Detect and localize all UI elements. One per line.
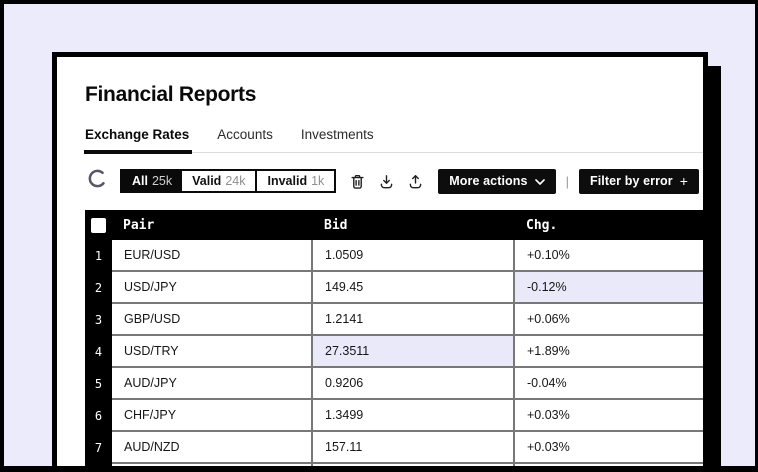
segment-valid[interactable]: Valid 24k [182, 171, 255, 191]
cell-bid[interactable]: 149.45 [313, 272, 515, 304]
cell-chg[interactable]: +1.89% [515, 336, 703, 368]
cell-chg[interactable]: +0.03% [515, 432, 703, 464]
table-row-partial [85, 464, 703, 466]
cell-pair[interactable]: AUD/JPY [112, 368, 313, 400]
row-number[interactable]: 4 [85, 336, 112, 368]
more-actions-label: More actions [449, 174, 528, 188]
cell-pair[interactable]: USD/JPY [112, 272, 313, 304]
cell-bid[interactable]: 0.9206 [313, 368, 515, 400]
cell-chg[interactable]: +0.06% [515, 304, 703, 336]
delete-button[interactable] [344, 168, 370, 194]
chevron-down-icon [534, 174, 545, 188]
tab-accounts[interactable]: Accounts [217, 127, 273, 142]
tab-exchange-rates[interactable]: Exchange Rates [83, 120, 193, 154]
table-row: 1 EUR/USD 1.0509 +0.10% [85, 240, 703, 272]
segment-all-count: 25k [151, 174, 173, 188]
segment-invalid-count: 1k [311, 174, 325, 188]
tab-investments[interactable]: Investments [300, 127, 374, 142]
tab-bar: Exchange Rates Accounts Investments [83, 120, 703, 154]
cell-bid[interactable]: 157.11 [313, 432, 515, 464]
cell-chg[interactable]: +0.03% [515, 400, 703, 432]
cell-pair[interactable] [112, 464, 313, 466]
cell-chg[interactable]: -0.04% [515, 368, 703, 400]
segment-valid-label: Valid [192, 174, 222, 188]
toolbar-divider: | [565, 173, 569, 189]
report-card: Financial Reports Exchange Rates Account… [52, 52, 708, 466]
exchange-rates-table: Pair Bid Chg. 1 EUR/USD 1.0509 +0.10% 2 … [85, 210, 703, 466]
upload-button[interactable] [402, 168, 428, 194]
page-title: Financial Reports [85, 83, 257, 106]
cell-pair[interactable]: USD/TRY [112, 336, 313, 368]
filter-by-error-button[interactable]: Filter by error + [578, 168, 700, 194]
column-header-pair: Pair [123, 217, 155, 233]
column-header-bid: Bid [324, 217, 348, 233]
cell-pair[interactable]: AUD/NZD [112, 432, 313, 464]
download-button[interactable] [373, 168, 399, 194]
row-number[interactable] [85, 464, 112, 466]
table-row: 5 AUD/JPY 0.9206 -0.04% [85, 368, 703, 400]
plus-icon: + [679, 173, 689, 189]
segment-all-label: All [132, 174, 148, 188]
segment-invalid-label: Invalid [267, 174, 308, 188]
row-number[interactable]: 6 [85, 400, 112, 432]
more-actions-button[interactable]: More actions [438, 168, 556, 194]
table-row: 2 USD/JPY 149.45 -0.12% [85, 272, 703, 304]
table-row: 3 GBP/USD 1.2141 +0.06% [85, 304, 703, 336]
cell-bid[interactable]: 1.0509 [313, 240, 515, 272]
cell-bid[interactable]: 27.3511 [313, 336, 515, 368]
table-row: 4 USD/TRY 27.3511 +1.89% [85, 336, 703, 368]
row-number[interactable]: 3 [85, 304, 112, 336]
segment-invalid[interactable]: Invalid 1k [255, 171, 334, 191]
segment-valid-count: 24k [225, 174, 246, 188]
select-all-checkbox[interactable] [91, 217, 106, 233]
table-body: 1 EUR/USD 1.0509 +0.10% 2 USD/JPY 149.45… [85, 240, 703, 466]
download-icon [378, 173, 395, 190]
table-row: 7 AUD/NZD 157.11 +0.03% [85, 432, 703, 464]
cell-bid[interactable] [313, 464, 515, 466]
filter-by-error-label: Filter by error [589, 174, 673, 188]
cell-bid[interactable]: 1.2141 [313, 304, 515, 336]
segment-all[interactable]: All 25k [122, 171, 183, 191]
loading-spinner-icon [87, 168, 108, 194]
upload-icon [407, 173, 424, 190]
row-number[interactable]: 5 [85, 368, 112, 400]
toolbar: All 25k Valid 24k Invalid 1k [85, 168, 703, 194]
row-number[interactable]: 1 [85, 240, 112, 272]
header-checkbox-cell [85, 217, 112, 233]
cell-bid[interactable]: 1.3499 [313, 400, 515, 432]
cell-pair[interactable]: CHF/JPY [112, 400, 313, 432]
cell-pair[interactable]: GBP/USD [112, 304, 313, 336]
cell-chg[interactable]: +0.10% [515, 240, 703, 272]
column-header-chg: Chg. [526, 217, 558, 233]
row-number[interactable]: 7 [85, 432, 112, 464]
cell-pair[interactable]: EUR/USD [112, 240, 313, 272]
validity-segmented-control: All 25k Valid 24k Invalid 1k [120, 169, 337, 193]
cell-chg[interactable]: -0.12% [515, 272, 703, 304]
trash-icon [349, 173, 366, 190]
table-header: Pair Bid Chg. [85, 210, 703, 240]
row-number[interactable]: 2 [85, 272, 112, 304]
table-row: 6 CHF/JPY 1.3499 +0.03% [85, 400, 703, 432]
cell-chg[interactable] [515, 464, 703, 466]
